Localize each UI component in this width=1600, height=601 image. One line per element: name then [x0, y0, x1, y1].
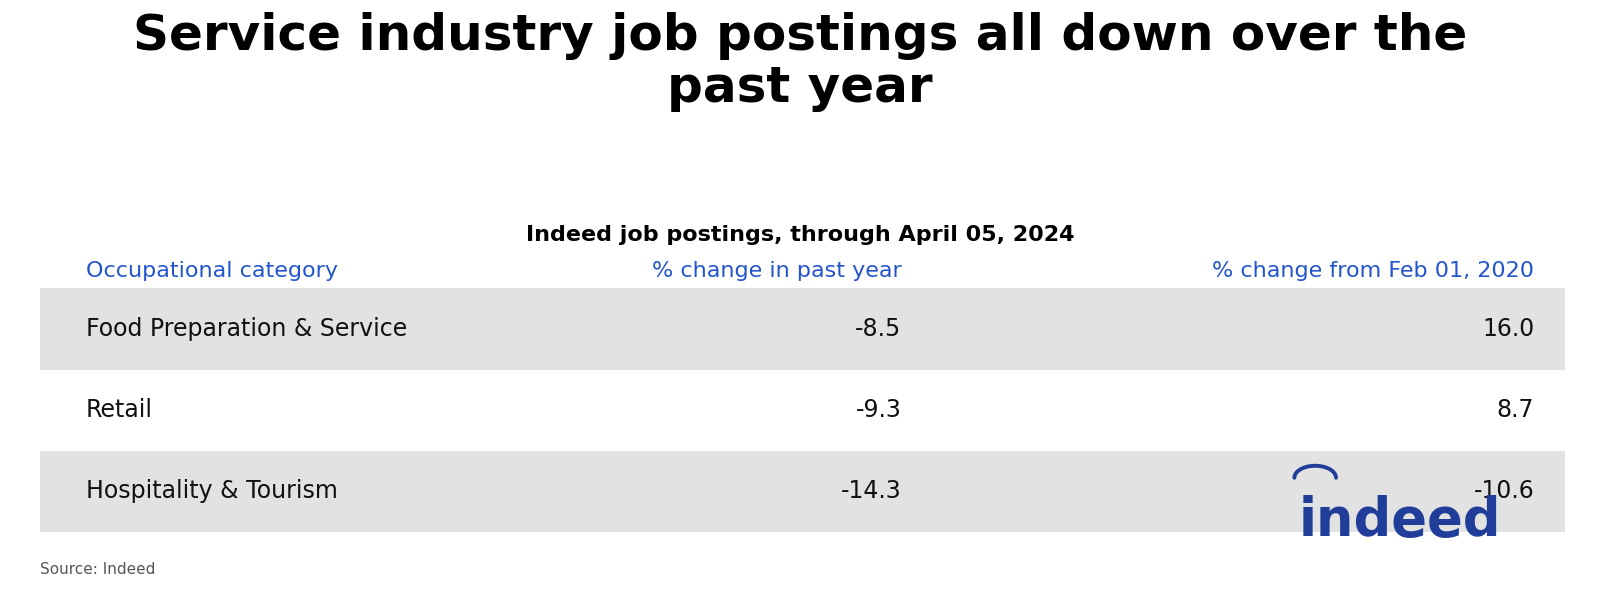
Text: Retail: Retail	[86, 398, 152, 422]
Text: Occupational category: Occupational category	[86, 261, 338, 281]
Text: indeed: indeed	[1299, 495, 1501, 547]
Text: -14.3: -14.3	[840, 480, 901, 503]
Text: Indeed job postings, through April 05, 2024: Indeed job postings, through April 05, 2…	[526, 225, 1074, 245]
Bar	[40, 288, 1565, 370]
Bar	[40, 370, 1565, 451]
Text: 8.7: 8.7	[1498, 398, 1534, 422]
Text: -8.5: -8.5	[856, 317, 901, 341]
Text: Food Preparation & Service: Food Preparation & Service	[86, 317, 406, 341]
Text: Source: Indeed: Source: Indeed	[40, 562, 155, 577]
Bar	[40, 451, 1565, 532]
Text: 16.0: 16.0	[1482, 317, 1534, 341]
Text: Hospitality & Tourism: Hospitality & Tourism	[86, 480, 338, 503]
Text: -9.3: -9.3	[856, 398, 901, 422]
Text: Service industry job postings all down over the
past year: Service industry job postings all down o…	[133, 12, 1467, 112]
Text: -10.6: -10.6	[1474, 480, 1534, 503]
Text: % change from Feb 01, 2020: % change from Feb 01, 2020	[1213, 261, 1534, 281]
Text: % change in past year: % change in past year	[651, 261, 901, 281]
